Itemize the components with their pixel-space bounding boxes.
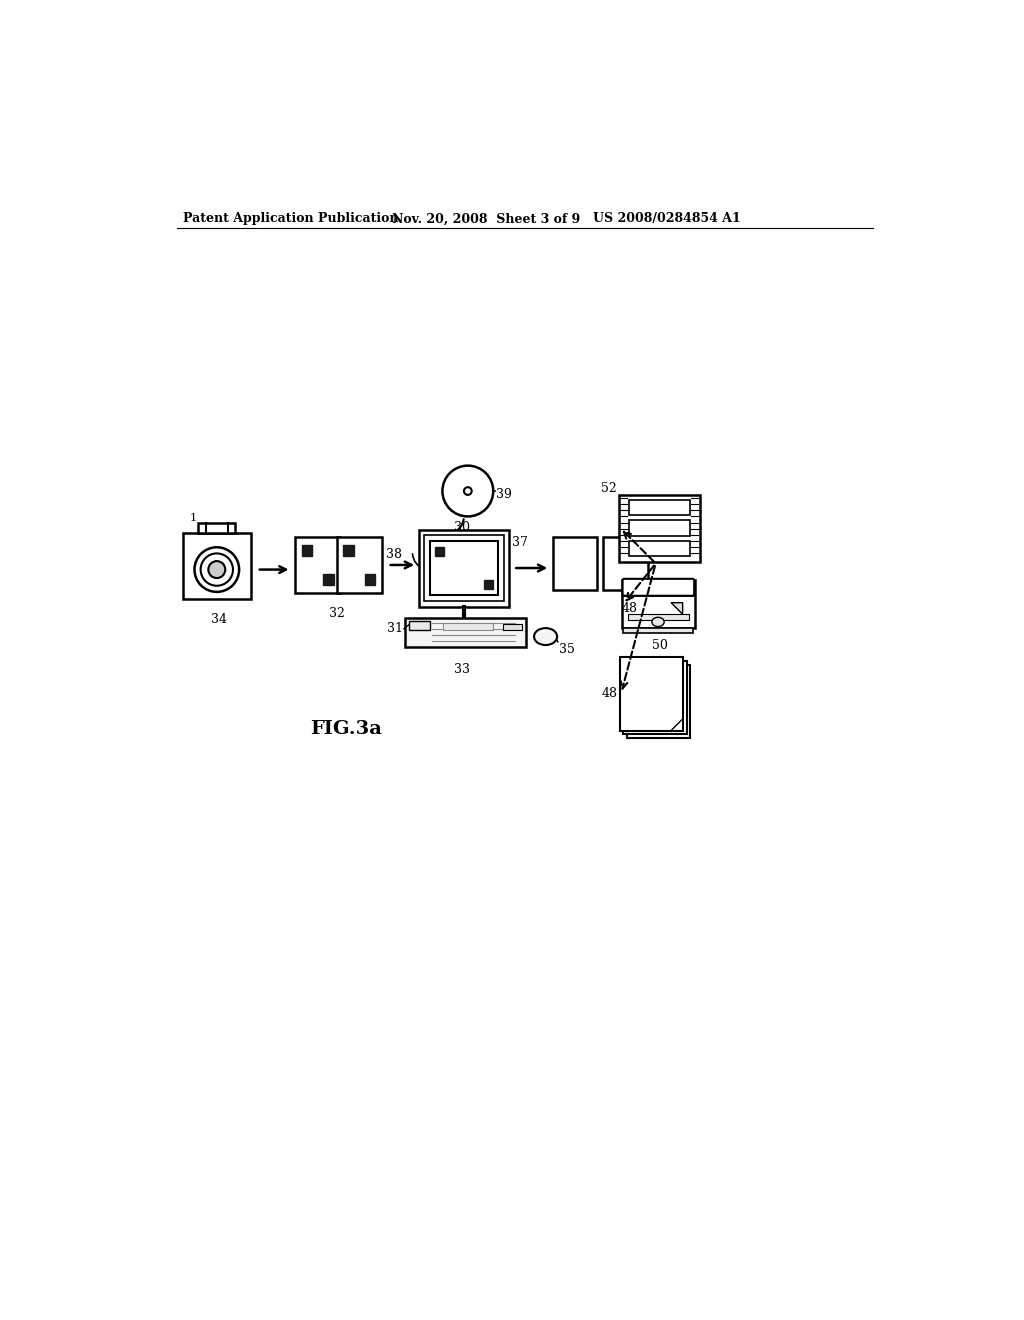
Text: 38: 38 — [386, 548, 401, 561]
Ellipse shape — [442, 466, 494, 516]
Text: 30: 30 — [454, 521, 470, 535]
Text: 48: 48 — [622, 602, 638, 615]
Bar — [365, 574, 376, 585]
Text: US 2008/0284854 A1: US 2008/0284854 A1 — [593, 213, 740, 226]
Bar — [629, 520, 689, 536]
Bar — [301, 545, 312, 556]
Text: 39: 39 — [496, 487, 511, 500]
Text: 52: 52 — [601, 482, 617, 495]
Text: 37: 37 — [512, 536, 527, 549]
Bar — [343, 545, 354, 556]
FancyBboxPatch shape — [623, 579, 694, 595]
Bar — [404, 618, 526, 647]
Ellipse shape — [464, 487, 472, 495]
Bar — [337, 537, 382, 593]
Text: Nov. 20, 2008  Sheet 3 of 9: Nov. 20, 2008 Sheet 3 of 9 — [392, 213, 581, 226]
Bar — [624, 628, 693, 634]
Bar — [553, 537, 597, 590]
Text: 34: 34 — [211, 612, 226, 626]
Ellipse shape — [201, 553, 233, 586]
Bar — [199, 523, 236, 533]
Bar — [443, 623, 494, 631]
Bar — [629, 541, 689, 557]
FancyArrowPatch shape — [508, 535, 510, 536]
Bar — [484, 579, 494, 589]
Bar — [183, 533, 251, 599]
Polygon shape — [671, 603, 683, 614]
Bar — [628, 665, 690, 738]
Ellipse shape — [195, 548, 240, 591]
Bar — [295, 537, 340, 593]
Bar — [430, 541, 498, 595]
Bar — [618, 495, 699, 562]
Bar — [622, 581, 695, 628]
Bar — [323, 574, 334, 585]
Ellipse shape — [652, 618, 665, 627]
FancyArrowPatch shape — [455, 519, 464, 532]
FancyArrowPatch shape — [413, 554, 424, 569]
Text: 48: 48 — [602, 686, 617, 700]
Text: 50: 50 — [651, 639, 668, 652]
Bar — [629, 499, 689, 515]
Text: 32: 32 — [329, 607, 345, 619]
Text: 33: 33 — [454, 663, 470, 676]
Bar — [424, 535, 504, 601]
Text: 35: 35 — [559, 643, 574, 656]
Text: Patent Application Publication: Patent Application Publication — [183, 213, 398, 226]
Ellipse shape — [535, 628, 557, 645]
Bar — [503, 624, 522, 631]
Bar — [624, 661, 686, 734]
Bar — [628, 614, 689, 620]
Bar — [435, 548, 444, 557]
Text: FIG.3a: FIG.3a — [310, 721, 382, 738]
Ellipse shape — [208, 561, 225, 578]
Bar — [603, 537, 648, 590]
Bar — [419, 529, 509, 607]
Bar — [620, 657, 683, 730]
Bar — [409, 622, 430, 631]
Text: 1: 1 — [189, 512, 197, 523]
Text: 31: 31 — [387, 622, 403, 635]
